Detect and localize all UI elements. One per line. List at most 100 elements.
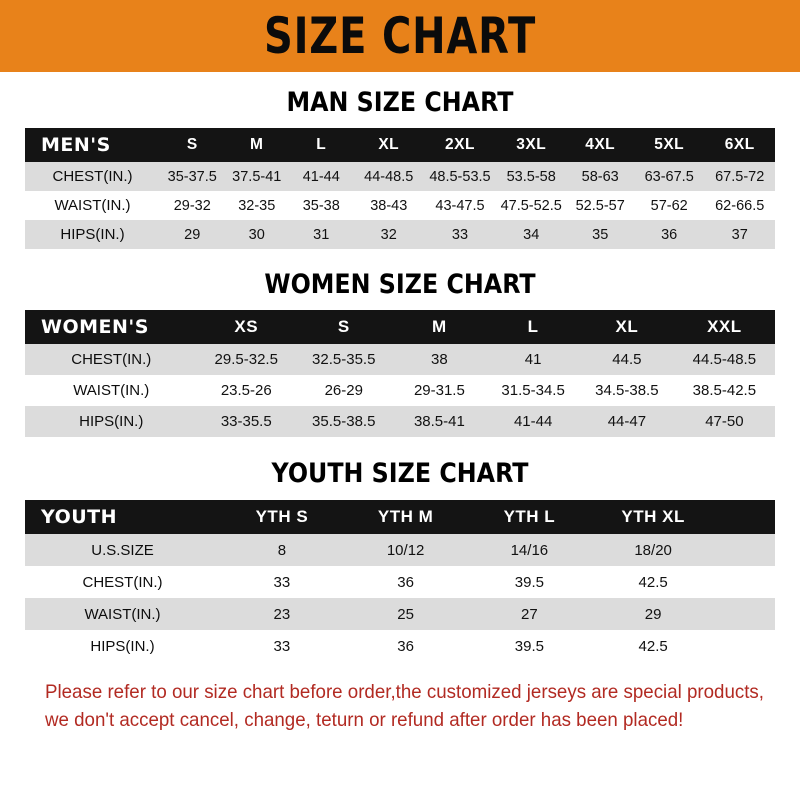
cell-chest-6xl: 67.5-72 <box>715 168 765 185</box>
header-size-3xl: 3XL <box>516 136 547 153</box>
cell-chest-xl: 44.5 <box>612 351 642 368</box>
cell-waist-yth-s: 23 <box>273 605 291 623</box>
cell-chest-yth-l: 39.5 <box>514 573 544 591</box>
cell-waist-xl: 38-43 <box>370 197 408 214</box>
header-size-s: S <box>186 136 198 153</box>
cell-waist-l: 31.5-34.5 <box>501 382 565 399</box>
cell-waist-yth-m: 25 <box>397 605 414 623</box>
cell-hips-l: 41-44 <box>513 413 553 430</box>
bottom-spacer <box>25 735 775 800</box>
header-size-yth-l: YTH L <box>503 507 556 526</box>
row-label-waist: WAIST(IN.) <box>73 382 150 399</box>
order-notice-line-1: Please refer to our size chart before or… <box>45 681 764 703</box>
cell-chest-xl: 44-48.5 <box>364 168 414 185</box>
cell-waist-yth-l: 27 <box>521 605 538 623</box>
row-label-chest: CHEST(IN.) <box>82 573 163 591</box>
table-row: U.S.SIZE 8 10/12 14/16 18/20 <box>25 534 775 566</box>
cell-chest-l: 41 <box>524 351 542 368</box>
header-size-4xl: 4XL <box>585 136 616 153</box>
cell-hips-3xl: 34 <box>523 226 540 243</box>
table-man: MEN'S S M L XL 2XL 3XL 4XL 5XL 6XL CHEST… <box>25 128 775 249</box>
table-row: CHEST(IN.) 35-37.5 37.5-41 41-44 44-48.5… <box>25 162 775 191</box>
table-youth: YOUTH YTH S YTH M YTH L YTH XL U.S.SIZE … <box>25 500 775 662</box>
cell-hips-s: 35.5-38.5 <box>312 413 376 430</box>
cell-spacer <box>715 534 775 566</box>
cell-chest-4xl: 58-63 <box>581 168 619 185</box>
header-size-5xl: 5XL <box>654 136 685 153</box>
cell-spacer <box>715 598 775 630</box>
cell-waist-s: 26-29 <box>324 382 363 399</box>
cell-chest-s: 32.5-35.5 <box>312 351 376 368</box>
cell-ussize-yth-l: 14/16 <box>510 541 549 559</box>
cell-waist-xs: 23.5-26 <box>220 382 272 399</box>
header-size-xl: XL <box>615 317 639 336</box>
row-label-chest: CHEST(IN.) <box>52 168 133 185</box>
section-women: WOMEN SIZE CHART <box>25 249 775 310</box>
header-size-s: S <box>337 317 350 336</box>
header-rowlabel-mens: MEN'S <box>41 134 111 156</box>
row-label-waist: WAIST(IN.) <box>54 197 131 214</box>
header-size-yth-xl: YTH XL <box>621 507 685 526</box>
cell-hips-6xl: 37 <box>731 226 748 243</box>
cell-hips-4xl: 35 <box>592 226 609 243</box>
header-size-m: M <box>250 136 264 153</box>
cell-hips-yth-s: 33 <box>273 637 291 655</box>
cell-hips-yth-m: 36 <box>397 637 414 655</box>
header-size-xl: XL <box>378 136 400 153</box>
cell-spacer <box>715 566 775 598</box>
row-label-hips: HIPS(IN.) <box>90 637 155 655</box>
table-row: HIPS(IN.) 29 30 31 32 33 34 35 36 37 <box>25 220 775 249</box>
cell-hips-xs: 33-35.5 <box>220 413 272 430</box>
cell-chest-xs: 29.5-32.5 <box>214 351 278 368</box>
cell-hips-xl: 44-47 <box>607 413 647 430</box>
page-banner: SIZE CHART <box>0 0 800 72</box>
cell-hips-l: 31 <box>313 226 330 243</box>
row-label-waist: WAIST(IN.) <box>84 605 161 623</box>
order-notice: Please refer to our size chart before or… <box>25 662 775 735</box>
header-size-l: L <box>316 136 327 153</box>
row-label-chest: CHEST(IN.) <box>71 351 152 368</box>
cell-ussize-yth-xl: 18/20 <box>634 541 672 559</box>
header-rowlabel-youth: YOUTH <box>41 506 118 528</box>
row-label-hips: HIPS(IN.) <box>79 413 144 430</box>
cell-hips-yth-xl: 42.5 <box>638 637 668 655</box>
cell-waist-xxl: 38.5-42.5 <box>692 382 757 399</box>
cell-hips-xxl: 47-50 <box>705 413 744 430</box>
cell-hips-yth-l: 39.5 <box>514 637 544 655</box>
section-title-women: WOMEN SIZE CHART <box>264 269 536 300</box>
header-size-m: M <box>432 317 447 336</box>
header-spacer <box>715 500 775 534</box>
cell-chest-3xl: 53.5-58 <box>506 168 556 185</box>
cell-chest-m: 37.5-41 <box>232 168 282 185</box>
section-man: MAN SIZE CHART <box>25 72 775 128</box>
table-row: HIPS(IN.) 33 36 39.5 42.5 <box>25 630 775 662</box>
page-title: SIZE CHART <box>263 7 537 65</box>
cell-hips-m: 30 <box>248 226 265 243</box>
table-header-row-youth: YOUTH YTH S YTH M YTH L YTH XL <box>25 500 775 534</box>
cell-chest-xxl: 44.5-48.5 <box>692 351 757 368</box>
table-women: WOMEN'S XS S M L XL XXL CHEST(IN.) 29.5-… <box>25 310 775 437</box>
header-size-6xl: 6XL <box>724 136 755 153</box>
cell-waist-l: 35-38 <box>302 197 340 214</box>
table-row: HIPS(IN.) 33-35.5 35.5-38.5 38.5-41 41-4… <box>25 406 775 437</box>
header-size-yth-s: YTH S <box>255 507 309 526</box>
cell-ussize-yth-s: 8 <box>277 541 287 559</box>
table-row: CHEST(IN.) 29.5-32.5 32.5-35.5 38 41 44.… <box>25 344 775 375</box>
header-size-2xl: 2XL <box>445 136 475 153</box>
section-title-youth: YOUTH SIZE CHART <box>271 458 529 489</box>
cell-spacer <box>715 630 775 662</box>
header-size-yth-m: YTH M <box>377 507 434 526</box>
cell-waist-m: 29-31.5 <box>413 382 465 399</box>
cell-chest-2xl: 48.5-53.5 <box>429 168 491 185</box>
cell-chest-l: 41-44 <box>302 168 340 185</box>
cell-hips-s: 29 <box>184 226 201 243</box>
cell-waist-yth-xl: 29 <box>644 605 662 623</box>
cell-ussize-yth-m: 10/12 <box>386 541 425 559</box>
chart-content: MAN SIZE CHART MEN'S S M L XL 2XL 3XL 4X… <box>0 72 800 800</box>
cell-chest-m: 38 <box>431 351 448 368</box>
header-size-xs: XS <box>234 317 259 336</box>
table-row: WAIST(IN.) 23.5-26 26-29 29-31.5 31.5-34… <box>25 375 775 406</box>
order-notice-line-2: we don't accept cancel, change, teturn o… <box>45 709 684 732</box>
row-label-hips: HIPS(IN.) <box>60 226 125 243</box>
